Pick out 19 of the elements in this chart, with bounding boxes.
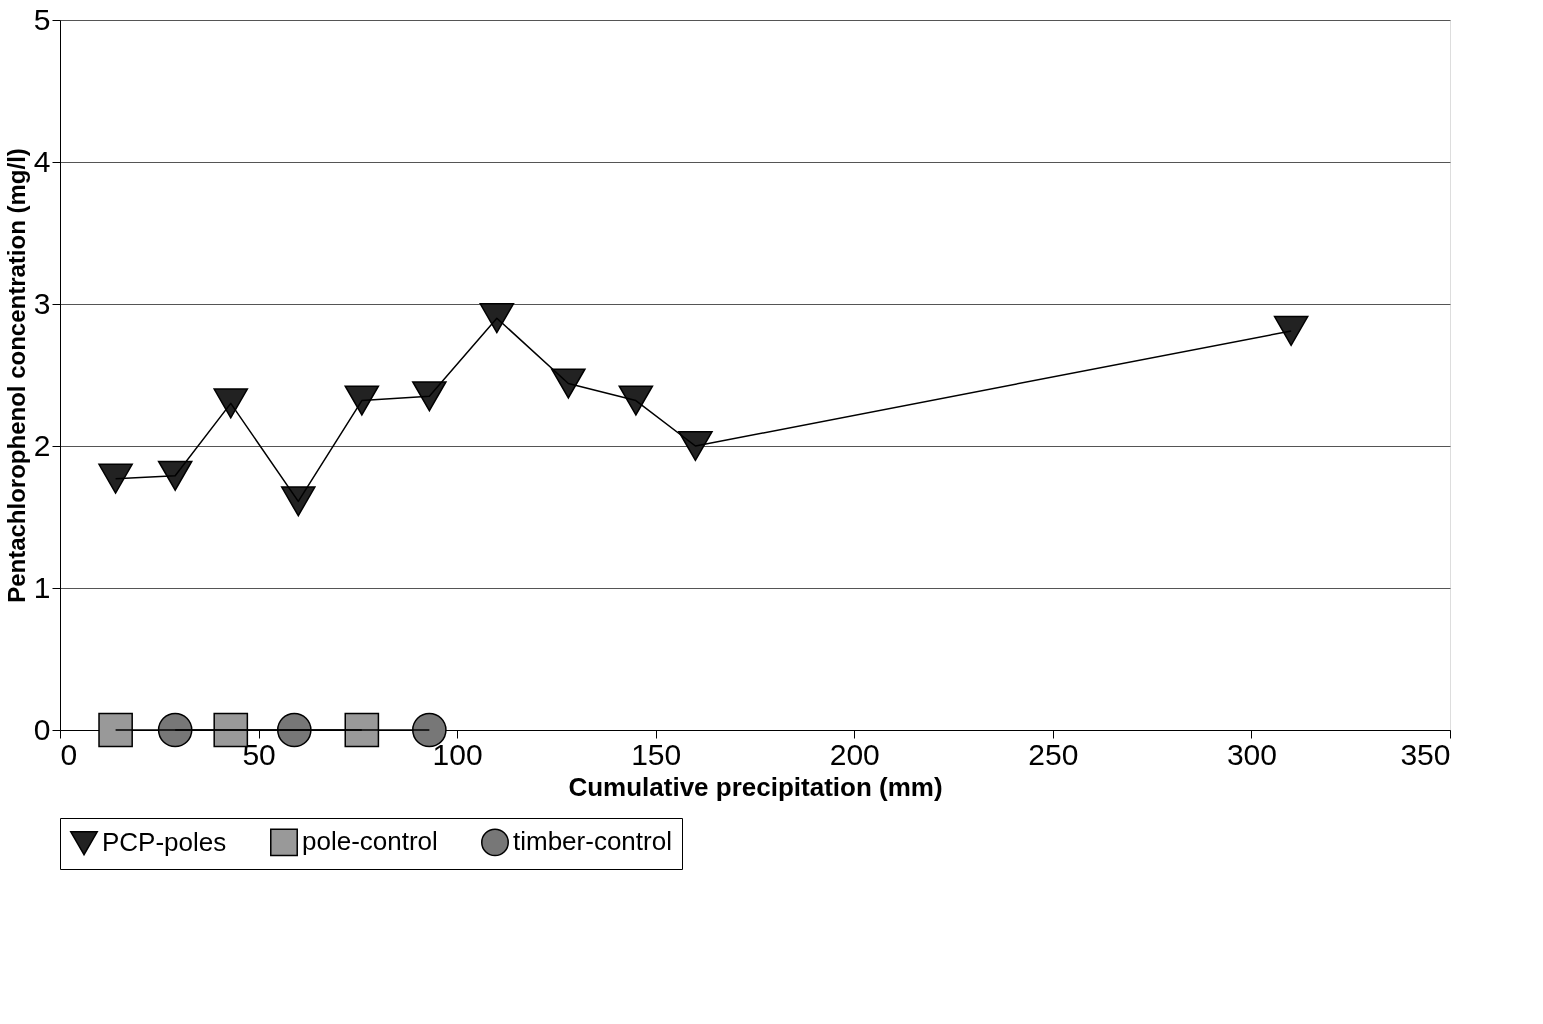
x-tick-label: 50 [242,737,276,771]
x-axis-title: Cumulative precipitation (mm) [568,771,943,802]
y-axis-title: Pentachlorophenol concentration (mg/l) [2,148,30,603]
y-tick-label: 5 [33,2,51,36]
y-tick-label: 2 [33,428,51,462]
legend-label: timber-control [513,826,672,857]
legend-label: pole-control [302,826,438,857]
x-tick-label: 100 [432,737,483,771]
y-tick-label: 4 [33,144,51,178]
y-tick-label: 3 [33,286,51,320]
y-tick-label: 0 [33,712,51,746]
x-tick-label: 150 [631,737,682,771]
x-tick-label: 250 [1028,737,1079,771]
legend-label: PCP-poles [102,827,227,858]
x-tick-label: 350 [1400,737,1451,771]
x-tick-label: 300 [1226,737,1277,771]
x-tick-label: 0 [60,737,78,771]
y-tick-label: 1 [33,570,51,604]
x-tick-label: 200 [829,737,880,771]
